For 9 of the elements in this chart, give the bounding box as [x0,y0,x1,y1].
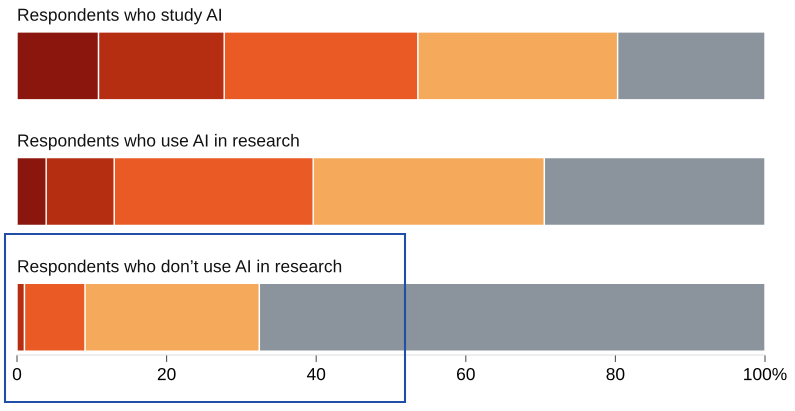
x-tick-label: 60 [457,368,475,380]
x-tick-label: 80 [606,368,624,380]
x-tick-label: 0 [12,368,22,380]
y-tick-label: Respondents who don’t use AI in research [18,260,342,276]
x-tick-label: 100% [744,368,787,380]
x-tick-label: 20 [158,368,176,380]
x-tick-label: 40 [306,368,326,380]
y-tick-label: Respondents who study AI [18,8,221,24]
y-tick-label: Respondents who use AI in research [18,134,299,150]
